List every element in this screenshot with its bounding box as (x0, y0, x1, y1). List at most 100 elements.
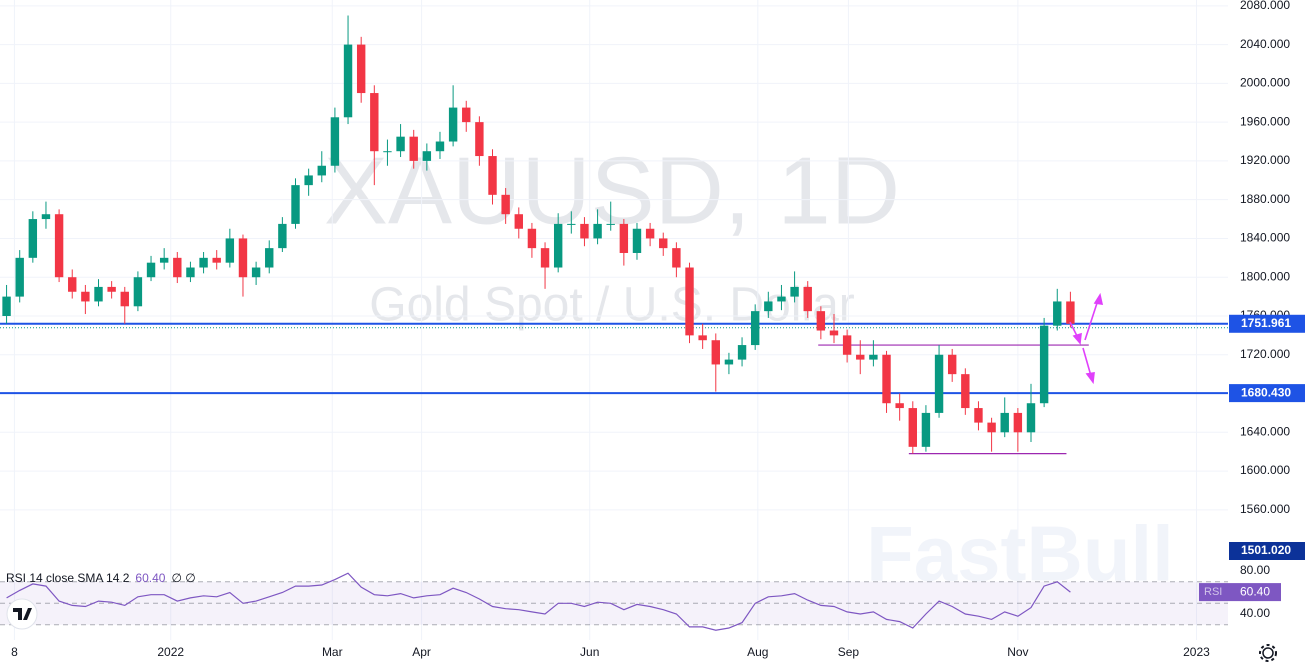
arrow (1082, 347, 1092, 377)
watermark-brand: FastBull (866, 510, 1174, 598)
candle-body (724, 359, 734, 365)
candle-body (94, 286, 103, 302)
rsi-tick-label: 80.00 (1240, 563, 1270, 577)
candle-body (409, 136, 418, 161)
candle-body (133, 277, 143, 307)
candle-body (908, 408, 917, 447)
candle-body (54, 214, 64, 278)
candle-body (934, 354, 944, 413)
candle-body (619, 223, 629, 253)
arrow (1084, 299, 1099, 341)
candle-body (462, 107, 471, 123)
logo (6, 598, 38, 630)
candle-body (790, 286, 799, 297)
candle-body (672, 248, 681, 268)
candle-body (593, 223, 602, 239)
candle-body (107, 286, 116, 292)
candle-body (711, 340, 720, 365)
candle-body (750, 311, 760, 346)
candle-body (212, 257, 221, 263)
candle-body (41, 214, 51, 220)
candle-body (987, 422, 996, 433)
candle-body (81, 291, 90, 302)
candle-body (764, 301, 773, 312)
candle-body (343, 44, 353, 118)
candle-body (435, 141, 445, 152)
candle-body (685, 267, 694, 336)
arrow-head (1093, 292, 1104, 305)
candle-body (580, 223, 589, 239)
y-tick-label: 2000.000 (1240, 76, 1290, 90)
candle-body (199, 257, 208, 268)
y-tick-label: 1720.000 (1240, 347, 1290, 361)
candle-body (291, 185, 300, 224)
candle-body (882, 354, 891, 404)
candle-body (947, 354, 957, 375)
candle-body (370, 93, 379, 152)
candle-body (225, 238, 235, 263)
candle-body (737, 345, 747, 360)
candle-body (173, 257, 182, 278)
candle-body (146, 262, 156, 278)
rsi-line (6, 572, 1071, 631)
candle-body (777, 296, 786, 302)
candle-body (606, 223, 615, 225)
arrow-head (1085, 372, 1095, 385)
candle-body (842, 335, 852, 355)
settings-icon[interactable] (1259, 644, 1277, 662)
candle-body (856, 354, 865, 360)
candle-body (567, 223, 576, 225)
y-tick-label: 2040.000 (1240, 37, 1290, 51)
candle-body (265, 248, 274, 268)
x-tick-label: Nov (1007, 645, 1028, 659)
candle-body (304, 175, 313, 186)
rsi-value-box (1199, 583, 1281, 602)
candle-body (659, 238, 668, 249)
y-tick-label: 1560.000 (1240, 502, 1290, 516)
candle-body (514, 214, 523, 229)
x-tick-label: Mar (322, 645, 343, 659)
candle-body (278, 223, 287, 249)
candle-body (475, 122, 484, 157)
candle-body (1053, 301, 1062, 326)
candle-body (1026, 403, 1036, 433)
candle-body (645, 228, 655, 239)
candle-body (159, 257, 169, 263)
candle-body (383, 151, 392, 153)
candle-body (356, 44, 366, 94)
candle-body (317, 165, 326, 176)
x-tick-label: Aug (747, 645, 768, 659)
candle-body (829, 330, 839, 336)
marks (0, 15, 1228, 631)
y-tick-label: 1640.000 (1240, 424, 1290, 438)
y-tick-label: 2080.000 (1240, 0, 1290, 12)
candle-body (527, 228, 537, 249)
rsi-legend-extra: ∅ ∅ (171, 571, 195, 585)
logo-mark (13, 608, 32, 620)
candle-body (803, 286, 812, 312)
candle-body (488, 156, 497, 195)
arrows (1069, 292, 1104, 385)
candle-body (895, 403, 904, 409)
candle-body (961, 374, 970, 409)
gear[interactable] (1262, 647, 1274, 659)
gear-teeth[interactable] (1259, 644, 1277, 662)
candle-body (68, 277, 77, 292)
candle-body (238, 238, 248, 278)
rsi-legend: RSI 14 close SMA 14 2 60.40 ∅ ∅ (6, 571, 196, 585)
candle-body (396, 136, 405, 152)
candle-body (120, 291, 129, 307)
candle-body (251, 267, 261, 278)
price-label-box (1229, 542, 1305, 560)
candle-body (422, 151, 432, 161)
labels: 1560.0001600.0001640.0001680.0001720.000… (11, 0, 1305, 659)
candle-body (1066, 301, 1075, 324)
candle-body (921, 412, 931, 447)
candle-body (2, 296, 11, 316)
y-tick-label: 1920.000 (1240, 153, 1290, 167)
x-tick-label: Apr (412, 645, 431, 659)
y-tick-label: 1880.000 (1240, 192, 1290, 206)
y-tick-label: 1960.000 (1240, 114, 1290, 128)
candle-body (632, 228, 642, 253)
